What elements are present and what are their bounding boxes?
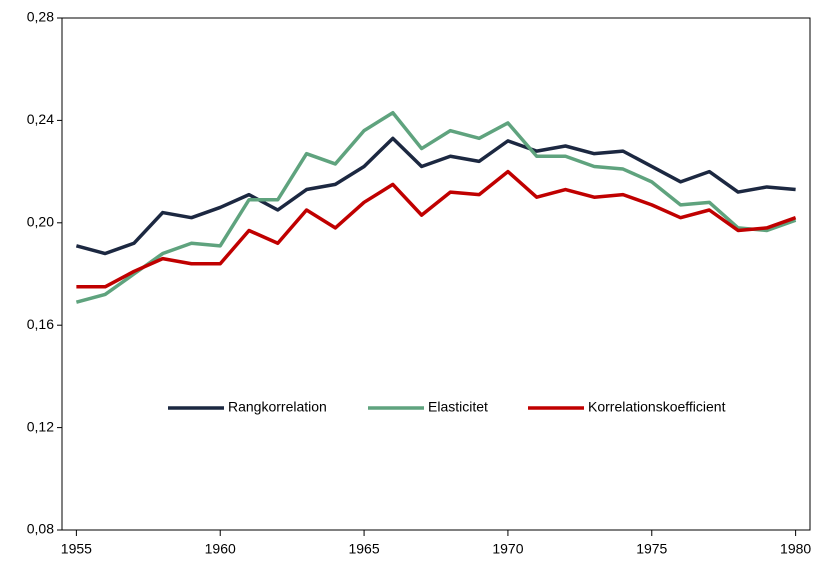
y-tick-label: 0,08 xyxy=(27,521,54,537)
x-tick-label: 1955 xyxy=(61,541,92,557)
plot-frame xyxy=(61,17,811,531)
y-tick-label: 0,28 xyxy=(27,9,54,25)
line-series xyxy=(75,136,796,256)
line-series xyxy=(75,110,797,304)
y-tick-label: 0,12 xyxy=(27,418,54,434)
x-tick-label: 1965 xyxy=(348,541,379,557)
y-tick-label: 0,24 xyxy=(27,111,54,127)
y-tick-label: 0,16 xyxy=(27,316,54,332)
x-tick-label: 1980 xyxy=(780,541,811,557)
y-tick-label: 0,20 xyxy=(27,214,54,230)
x-tick-label: 1960 xyxy=(205,541,236,557)
legend-label: Elasticitet xyxy=(428,399,488,415)
line-series xyxy=(76,169,797,289)
x-tick-label: 1970 xyxy=(492,541,523,557)
legend-label: Korrelationskoefficient xyxy=(588,399,726,415)
x-tick-label: 1975 xyxy=(636,541,667,557)
legend-label: Rangkorrelation xyxy=(228,399,327,415)
